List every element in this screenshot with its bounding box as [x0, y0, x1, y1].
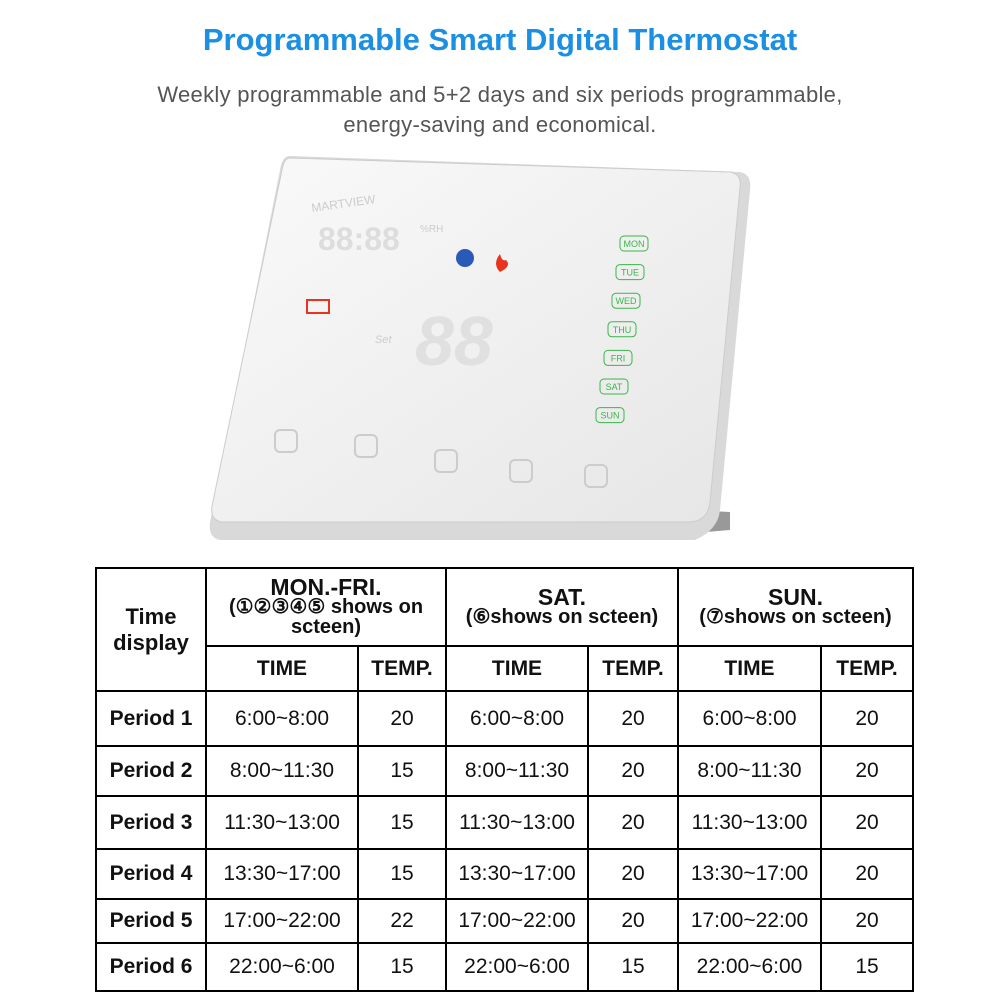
day-label: FRI: [611, 353, 626, 363]
cell: 20: [587, 848, 679, 900]
cell: 8:00~11:30: [445, 745, 589, 797]
cell: 20: [587, 898, 679, 944]
cell: 20: [587, 690, 679, 747]
period-label: Period 1: [95, 690, 207, 747]
cell: 22: [357, 898, 447, 944]
cell: 8:00~11:30: [677, 745, 822, 797]
day-box: [603, 349, 633, 366]
day-label: SAT: [606, 382, 623, 392]
column-header: TEMP.: [587, 645, 679, 692]
day-box: [607, 321, 637, 338]
cell: 20: [820, 745, 914, 797]
cell: 6:00~8:00: [677, 690, 822, 747]
group-header: SAT. (⑥shows on scteen): [445, 567, 679, 647]
period-label: Period 2: [95, 745, 207, 797]
set-label: Set: [375, 334, 392, 346]
cell: 8:00~11:30: [205, 745, 359, 797]
group-note: (⑦shows on scteen): [699, 606, 892, 628]
subtitle: Weekly programmable and 5+2 days and six…: [0, 80, 1000, 140]
subtitle-line: Weekly programmable and 5+2 days and six…: [157, 82, 843, 107]
period-label: Period 5: [95, 898, 207, 944]
cell: 17:00~22:00: [205, 898, 359, 944]
group-header: SUN. (⑦shows on scteen): [677, 567, 914, 647]
group-name: SUN.: [768, 584, 823, 610]
group-name: MON.-FRI.: [270, 574, 382, 600]
cell: 13:30~17:00: [677, 848, 822, 900]
day-box: [595, 407, 625, 424]
heat-icon: [496, 254, 508, 272]
table-row: Period 6 22:00~6:00 15 22:00~6:00 15 22:00~6:…: [95, 942, 914, 992]
cell: 11:30~13:00: [205, 795, 359, 850]
corner-cell: Time display: [95, 567, 207, 692]
cell: 15: [357, 942, 447, 992]
cell: 11:30~13:00: [677, 795, 822, 850]
cool-icon: [456, 249, 474, 267]
day-label: WED: [616, 296, 637, 306]
day-box: [599, 378, 629, 395]
screen: [211, 157, 741, 523]
day-label: SUN: [600, 411, 619, 421]
cell: 20: [587, 745, 679, 797]
group-note: (⑥shows on scteen): [465, 606, 659, 628]
cell: 13:30~17:00: [445, 848, 589, 900]
table-row: Period 1 6:00~8:00 20 6:00~8:00 20 6:00~8:00 2…: [95, 690, 914, 747]
cell: 11:30~13:00: [445, 795, 589, 850]
cell: 15: [357, 745, 447, 797]
period-label: Period 3: [95, 795, 207, 850]
group-header: MON.-FRI. (①②③④⑤ shows on scteen): [205, 567, 447, 647]
cell: 20: [820, 795, 914, 850]
battery-icon: [306, 299, 330, 314]
column-header: TIME: [445, 645, 589, 692]
period-label: Period 6: [95, 942, 207, 992]
temperature-display: 88: [415, 302, 493, 380]
cell: 17:00~22:00: [445, 898, 589, 944]
cell: 22:00~6:00: [677, 942, 822, 992]
cell: 20: [820, 848, 914, 900]
humidity-unit: %RH: [420, 224, 443, 235]
day-label: THU: [613, 325, 632, 335]
schedule-table: Time display MON.-FRI. (①②③④⑤ shows on sc…: [95, 567, 914, 992]
clock: 88:88: [318, 221, 400, 257]
table-row: Period 2 8:00~11:30 15 8:00~11:30 20 8:00~11:…: [95, 745, 914, 797]
period-label: Period 4: [95, 848, 207, 900]
day-box: [619, 235, 649, 252]
day-label: MON: [624, 239, 645, 249]
day-box: [615, 264, 645, 281]
title: Programmable Smart Digital Thermostat: [202, 22, 798, 57]
column-header: TIME: [205, 645, 359, 692]
day-box: [611, 292, 641, 309]
thermostat: MARTVIEW 88:88 %RH Set 88 MONTUEWEDTHUFR…: [209, 156, 751, 540]
cell: 22:00~6:00: [445, 942, 589, 992]
subtitle-line: energy-saving and economical.: [343, 112, 657, 137]
group-note: (①②③④⑤ shows on scteen): [228, 596, 424, 638]
cell: 15: [820, 942, 914, 992]
cell: 15: [357, 848, 447, 900]
buttons: [274, 429, 608, 488]
group-name: SAT.: [537, 584, 587, 610]
column-header: TEMP.: [820, 645, 914, 692]
cell: 15: [587, 942, 679, 992]
cell: 6:00~8:00: [445, 690, 589, 747]
cell: 20: [820, 690, 914, 747]
day-label: TUE: [621, 268, 639, 278]
cell: 20: [587, 795, 679, 850]
cell: 15: [357, 795, 447, 850]
cell: 6:00~8:00: [205, 690, 359, 747]
table-row: Period 5 17:00~22:00 22 17:00~22:00 20 17:00~…: [95, 898, 914, 944]
cell: 13:30~17:00: [205, 848, 359, 900]
table-row: Period 4 13:30~17:00 15 13:30~17:00 20 13:30~…: [95, 848, 914, 900]
column-header: TIME: [677, 645, 822, 692]
cell: 22:00~6:00: [205, 942, 359, 992]
column-header: TEMP.: [357, 645, 447, 692]
table-row: Period 3 11:30~13:00 15 11:30~13:00 20 11:30~…: [95, 795, 914, 850]
cell: 17:00~22:00: [677, 898, 822, 944]
cell: 20: [820, 898, 914, 944]
cell: 20: [357, 690, 447, 747]
